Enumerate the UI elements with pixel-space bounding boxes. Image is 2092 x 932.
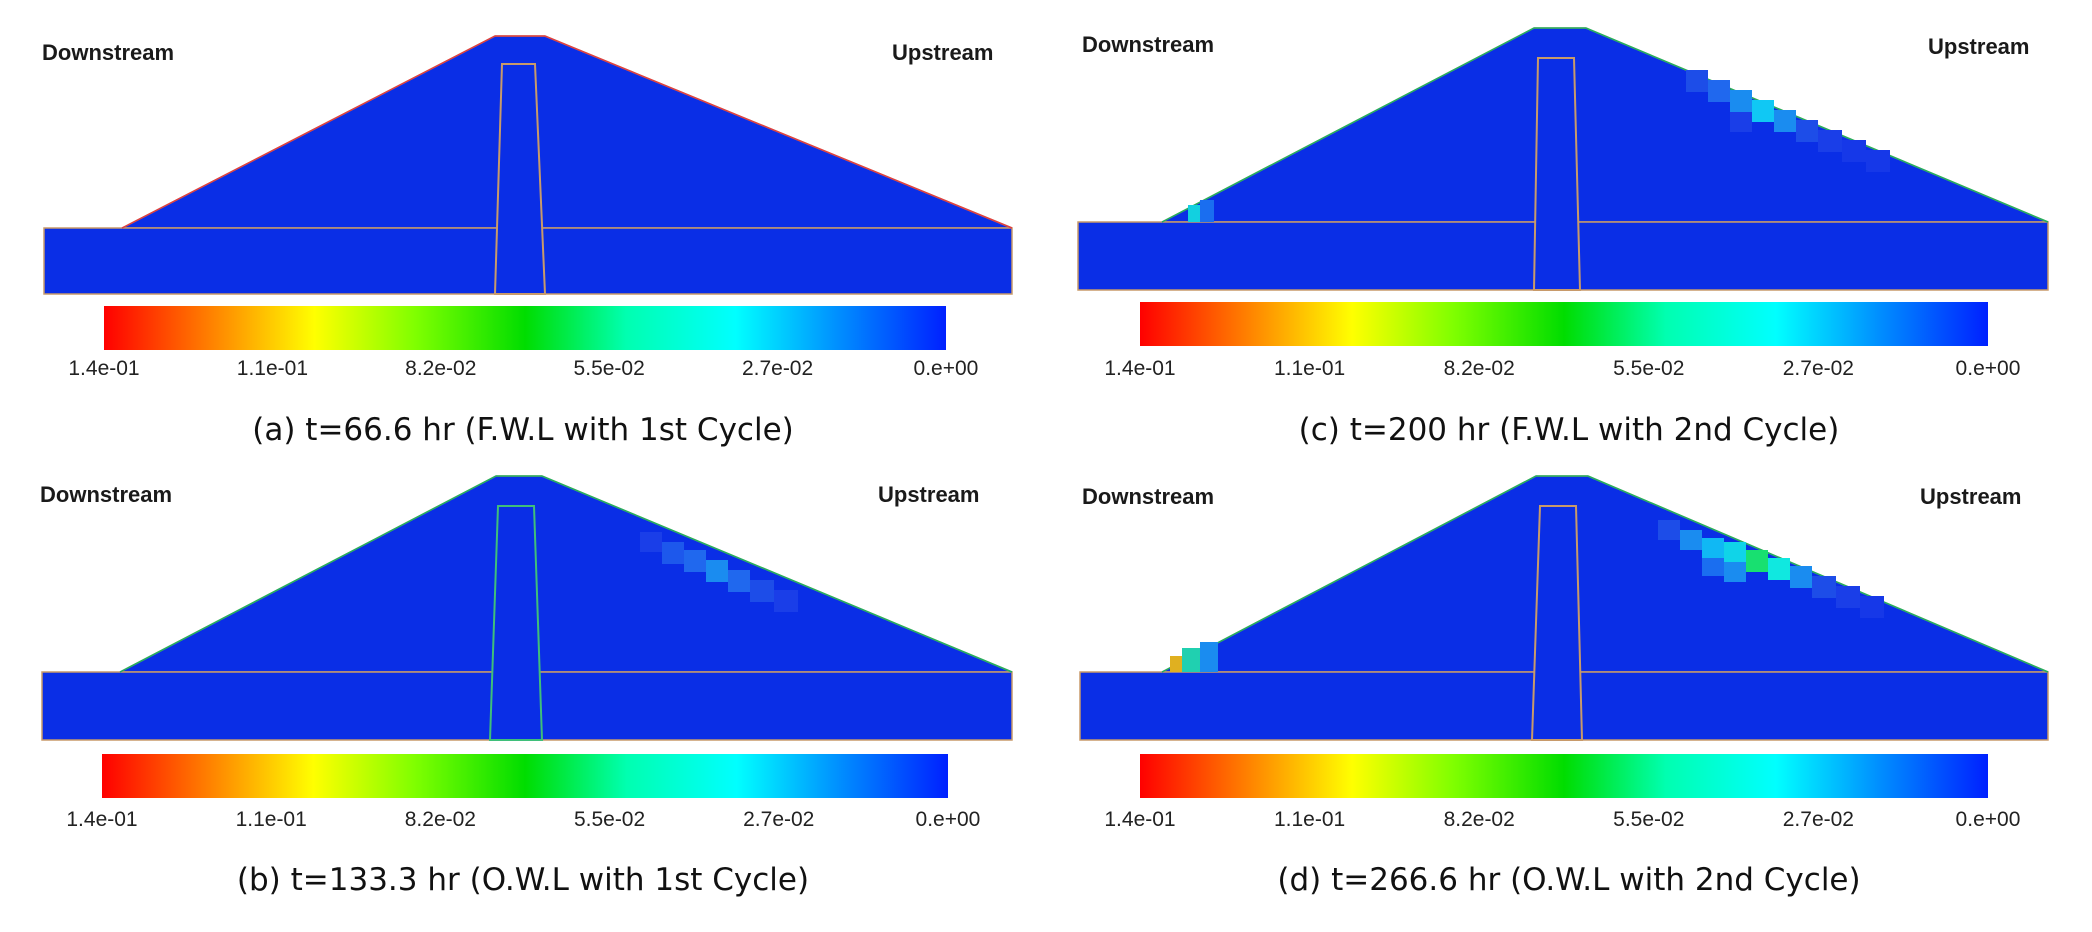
seepage-zone: [1170, 520, 1884, 672]
upstream-label: Upstream: [1920, 484, 2022, 509]
panel-b: Downstream Upstream 1.4e-01 1.1e-01 8.2e…: [0, 466, 1046, 932]
panel-a: Downstream Upstream 1.4e-01 1.1e-01 8.2e…: [0, 0, 1046, 466]
colorbar-ticks: 1.4e-01 1.1e-01 8.2e-02 5.5e-02 2.7e-02 …: [1104, 357, 2021, 380]
colorbar: [104, 306, 946, 350]
colorbar: [1140, 302, 1988, 346]
downstream-label: Downstream: [40, 482, 173, 507]
panel-c: Downstream Upstream 1.4e-01 1.1e-01 8.2e…: [1046, 0, 2092, 466]
downstream-label: Downstream: [1082, 32, 1215, 57]
dam-cross-section: [43, 35, 1013, 295]
panel-d: Downstream Upstream 1.4e-01 1.1e-01 8.2e…: [1046, 466, 2092, 932]
colorbar-ticks: 1.4e-01 1.1e-01 8.2e-02 5.5e-02 2.7e-02 …: [1104, 808, 2021, 831]
upstream-label: Upstream: [878, 482, 980, 507]
caption: (c) t=200 hr (F.W.L with 2nd Cycle): [1298, 412, 1840, 448]
seepage-zone: [1188, 70, 1890, 222]
caption: (b) t=133.3 hr (O.W.L with 1st Cycle): [236, 862, 810, 898]
downstream-label: Downstream: [1082, 484, 1215, 509]
colorbar: [1140, 754, 1988, 798]
colorbar-ticks: 1.4e-01 1.1e-01 8.2e-02 5.5e-02 2.7e-02 …: [68, 357, 979, 380]
colorbar-ticks: 1.4e-01 1.1e-01 8.2e-02 5.5e-02 2.7e-02 …: [66, 808, 981, 831]
upstream-label: Upstream: [892, 40, 994, 65]
dam-cross-section: [41, 475, 1013, 741]
dam-cross-section: [1079, 475, 2049, 741]
seepage-zone: [640, 532, 798, 612]
downstream-label: Downstream: [42, 40, 175, 65]
upstream-label: Upstream: [1928, 34, 2030, 59]
caption: (a) t=66.6 hr (F.W.L with 1st Cycle): [252, 412, 794, 448]
dam-cross-section: [1077, 27, 2049, 291]
caption: (d) t=266.6 hr (O.W.L with 2nd Cycle): [1277, 862, 1861, 898]
colorbar: [102, 754, 948, 798]
